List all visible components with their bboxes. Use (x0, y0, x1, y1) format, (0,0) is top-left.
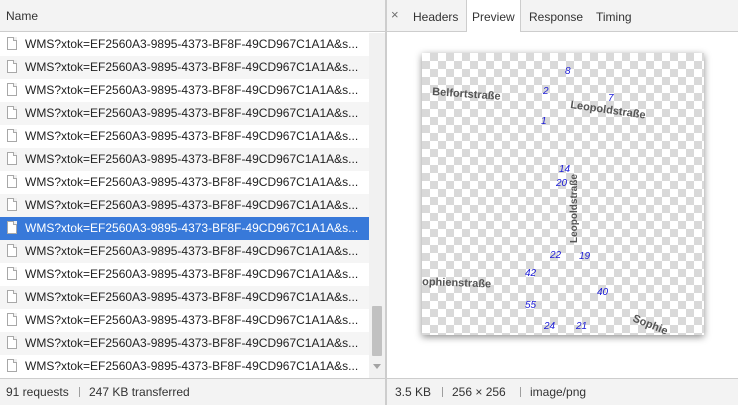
request-name: WMS?xtok=EF2560A3-9895-4373-BF8F-49CD967… (25, 359, 359, 373)
file-icon (7, 267, 17, 280)
request-row[interactable]: WMS?xtok=EF2560A3-9895-4373-BF8F-49CD967… (0, 56, 369, 79)
request-list-panel: Name WMS?xtok=EF2560A3-9895-4373-BF8F-49… (0, 0, 385, 405)
house-number: 42 (525, 268, 537, 279)
request-name: WMS?xtok=EF2560A3-9895-4373-BF8F-49CD967… (25, 198, 359, 212)
request-name: WMS?xtok=EF2560A3-9895-4373-BF8F-49CD967… (25, 175, 359, 189)
request-name: WMS?xtok=EF2560A3-9895-4373-BF8F-49CD967… (25, 221, 359, 235)
request-name: WMS?xtok=EF2560A3-9895-4373-BF8F-49CD967… (25, 336, 359, 350)
house-number: 8 (565, 66, 571, 77)
request-name: WMS?xtok=EF2560A3-9895-4373-BF8F-49CD967… (25, 37, 359, 51)
house-number: 21 (575, 321, 587, 332)
house-number: 22 (549, 250, 562, 261)
map-tile-preview: Belfortstraße Leopoldstraße Leopoldstraß… (422, 53, 704, 335)
request-row[interactable]: WMS?xtok=EF2560A3-9895-4373-BF8F-49CD967… (0, 102, 369, 125)
request-row[interactable]: WMS?xtok=EF2560A3-9895-4373-BF8F-49CD967… (0, 332, 369, 355)
street-label: Sophie (631, 313, 669, 335)
street-label: Belfortstraße (432, 86, 501, 103)
preview-area: Belfortstraße Leopoldstraße Leopoldstraß… (387, 32, 738, 378)
request-name: WMS?xtok=EF2560A3-9895-4373-BF8F-49CD967… (25, 106, 359, 120)
house-number: 24 (543, 321, 556, 332)
file-icon (7, 60, 17, 73)
transferred-size: 247 KB transferred (89, 385, 190, 399)
name-column-header[interactable]: Name (0, 0, 385, 32)
resource-info-bar: 3.5 KB 256 × 256 image/png (387, 378, 738, 405)
request-name: WMS?xtok=EF2560A3-9895-4373-BF8F-49CD967… (25, 60, 359, 74)
detail-tabbar: × Headers Preview Response Timing (387, 0, 738, 32)
file-icon (7, 290, 17, 303)
request-name: WMS?xtok=EF2560A3-9895-4373-BF8F-49CD967… (25, 152, 359, 166)
request-name: WMS?xtok=EF2560A3-9895-4373-BF8F-49CD967… (25, 267, 359, 281)
house-number: 7 (608, 93, 614, 104)
map-tile-image: Belfortstraße Leopoldstraße Leopoldstraß… (422, 66, 669, 335)
tab-timing[interactable]: Timing (596, 10, 632, 24)
scrollbar-track[interactable] (369, 33, 385, 378)
file-icon (7, 221, 17, 234)
request-row[interactable]: WMS?xtok=EF2560A3-9895-4373-BF8F-49CD967… (0, 125, 369, 148)
request-name: WMS?xtok=EF2560A3-9895-4373-BF8F-49CD967… (25, 83, 359, 97)
file-icon (7, 129, 17, 142)
file-icon (7, 359, 17, 372)
tab-preview[interactable]: Preview (466, 0, 521, 32)
request-summary-bar: 91 requests 247 KB transferred (0, 378, 385, 405)
name-column-label: Name (6, 9, 39, 23)
request-name: WMS?xtok=EF2560A3-9895-4373-BF8F-49CD967… (25, 244, 359, 258)
file-icon (7, 244, 17, 257)
file-icon (7, 83, 17, 96)
request-row[interactable]: WMS?xtok=EF2560A3-9895-4373-BF8F-49CD967… (0, 194, 369, 217)
status-divider (520, 387, 521, 397)
request-row[interactable]: WMS?xtok=EF2560A3-9895-4373-BF8F-49CD967… (0, 79, 369, 102)
house-number: 19 (579, 251, 591, 262)
house-number: 1 (541, 116, 547, 127)
request-row[interactable]: WMS?xtok=EF2560A3-9895-4373-BF8F-49CD967… (0, 148, 369, 171)
request-rows: WMS?xtok=EF2560A3-9895-4373-BF8F-49CD967… (0, 33, 369, 378)
request-count: 91 requests (6, 385, 69, 399)
file-icon (7, 336, 17, 349)
file-icon (7, 198, 17, 211)
request-name: WMS?xtok=EF2560A3-9895-4373-BF8F-49CD967… (25, 290, 359, 304)
request-row[interactable]: WMS?xtok=EF2560A3-9895-4373-BF8F-49CD967… (0, 263, 369, 286)
tab-headers[interactable]: Headers (413, 10, 459, 24)
house-number: 55 (525, 300, 537, 311)
status-divider (442, 387, 443, 397)
request-row[interactable]: WMS?xtok=EF2560A3-9895-4373-BF8F-49CD967… (0, 286, 369, 309)
file-icon (7, 313, 17, 326)
resource-size: 3.5 KB (395, 385, 432, 399)
request-name: WMS?xtok=EF2560A3-9895-4373-BF8F-49CD967… (25, 129, 359, 143)
tab-response[interactable]: Response (529, 10, 584, 24)
request-row[interactable]: WMS?xtok=EF2560A3-9895-4373-BF8F-49CD967… (0, 355, 369, 378)
request-row[interactable]: WMS?xtok=EF2560A3-9895-4373-BF8F-49CD967… (0, 33, 369, 56)
house-number: 2 (542, 86, 549, 97)
file-icon (7, 152, 17, 165)
request-row[interactable]: WMS?xtok=EF2560A3-9895-4373-BF8F-49CD967… (0, 240, 369, 263)
scroll-down-arrow-icon[interactable] (373, 364, 381, 369)
request-name: WMS?xtok=EF2560A3-9895-4373-BF8F-49CD967… (25, 313, 359, 327)
request-row[interactable]: WMS?xtok=EF2560A3-9895-4373-BF8F-49CD967… (0, 171, 369, 194)
request-detail-panel: × Headers Preview Response Timing Belfor… (387, 0, 738, 405)
close-icon[interactable]: × (391, 7, 399, 22)
house-number: 40 (597, 287, 609, 298)
request-row[interactable]: WMS?xtok=EF2560A3-9895-4373-BF8F-49CD967… (0, 217, 369, 240)
request-row[interactable]: WMS?xtok=EF2560A3-9895-4373-BF8F-49CD967… (0, 309, 369, 332)
house-number: 20 (555, 178, 568, 189)
file-icon (7, 37, 17, 50)
file-icon (7, 106, 17, 119)
status-divider (79, 387, 80, 397)
street-label: Leopoldstraße (569, 174, 580, 243)
panel-splitter[interactable] (385, 0, 387, 405)
street-label: ophienstraße (422, 276, 491, 290)
file-icon (7, 175, 17, 188)
scrollbar-thumb[interactable] (372, 306, 382, 356)
mime-type: image/png (530, 385, 587, 399)
house-number: 14 (559, 164, 571, 175)
image-dimensions: 256 × 256 (452, 385, 506, 399)
